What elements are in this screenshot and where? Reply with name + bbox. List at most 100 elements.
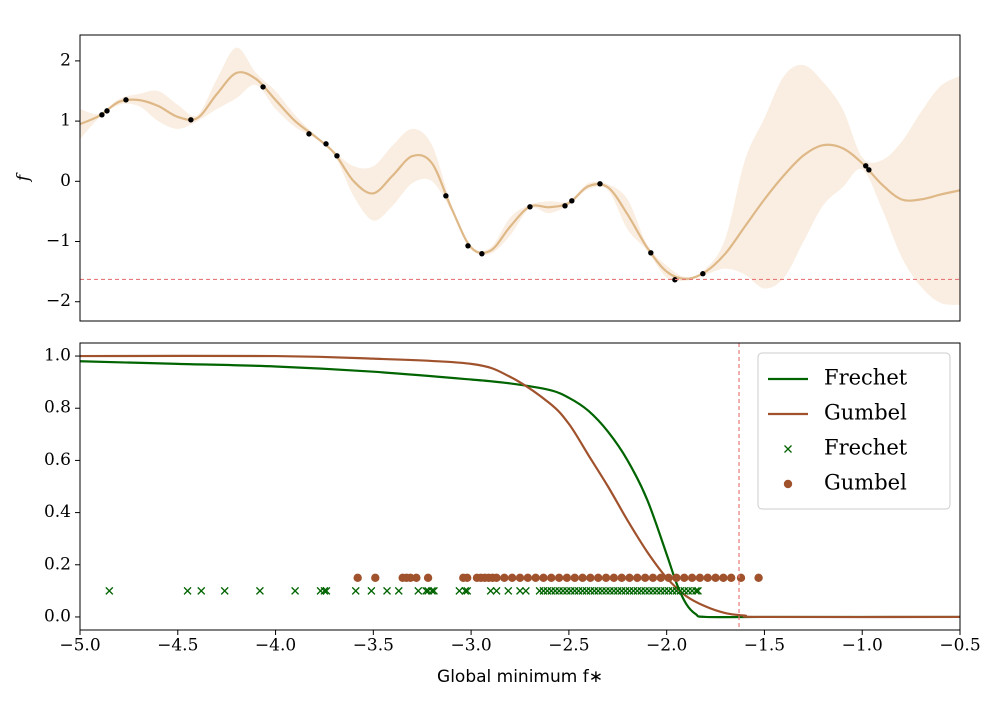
point [695,573,705,583]
point [656,573,665,583]
point [465,243,471,249]
point [455,586,464,595]
point [601,573,611,583]
x-axis-label: Global minimum f∗ [437,667,603,687]
point [640,573,650,583]
point [664,586,673,595]
plot-area [80,343,960,630]
point [492,586,501,595]
point [547,573,556,583]
point [412,573,421,583]
point [562,586,571,595]
point [602,586,611,595]
point [461,586,470,595]
point [306,131,312,137]
point [371,573,380,583]
point [629,586,638,595]
x-tick-label: −2.5 [548,636,589,656]
point [188,117,194,123]
point [486,586,495,595]
point [515,573,525,583]
point [594,586,603,595]
y-tick-label: 2 [60,50,71,70]
point [736,573,746,583]
point [582,586,591,595]
point [617,573,626,583]
point [523,573,533,583]
point [625,586,634,595]
point [539,573,548,583]
point [637,586,646,595]
point [703,573,712,583]
point [863,163,869,169]
point [316,586,325,595]
legend-label: Gumbel [824,401,907,425]
point [547,586,556,595]
point [99,112,105,118]
point [656,586,665,595]
point [590,586,599,595]
point [594,573,603,583]
point [570,573,579,583]
point [383,586,391,595]
point [866,167,872,173]
point [652,586,661,595]
point [719,573,728,583]
confidence-band [80,47,960,305]
legend-swatch [783,479,793,489]
point [394,586,403,595]
y-tick-label: 1.0 [44,346,71,366]
point [260,84,266,90]
legend-label: Gumbel [824,471,907,495]
point [429,586,438,595]
point [562,203,568,209]
point [422,586,431,595]
point [334,153,340,159]
point [641,586,650,595]
point [660,586,669,595]
point [625,573,634,583]
point [551,586,560,595]
point [578,573,587,583]
point [527,204,533,210]
point [609,573,619,583]
point [123,97,129,103]
point [220,586,229,595]
x-tick-label: −3.5 [353,636,394,656]
point [621,586,630,595]
axes-frame [79,34,961,322]
point [463,573,472,583]
legend-frame [757,352,951,510]
y-tick-label: 0.8 [44,398,71,418]
point [574,586,583,595]
x-tick-label: −4.0 [255,636,296,656]
point [535,586,544,595]
x-tick-label: −3.0 [450,636,491,656]
point [597,181,603,187]
point [555,586,564,595]
point [688,586,697,595]
point [566,586,575,595]
point [684,586,693,595]
point [367,586,376,595]
y-tick-label: −2 [46,291,71,311]
point [570,586,579,595]
y-tick-label: 0.0 [44,606,71,626]
y-tick-label: 0 [60,171,71,191]
point [255,586,264,595]
x-tick-label: −2.0 [646,636,687,656]
point [700,271,706,277]
point [613,586,622,595]
point [479,251,485,257]
x-tick-label: −1.0 [842,636,883,656]
point [649,586,657,595]
point [680,573,689,583]
point [443,193,449,199]
point [609,586,618,595]
point [353,573,362,583]
x-tick-label: −4.5 [157,636,198,656]
point [414,586,423,595]
x-tick-label: −0.5 [939,636,980,656]
line [80,71,960,280]
